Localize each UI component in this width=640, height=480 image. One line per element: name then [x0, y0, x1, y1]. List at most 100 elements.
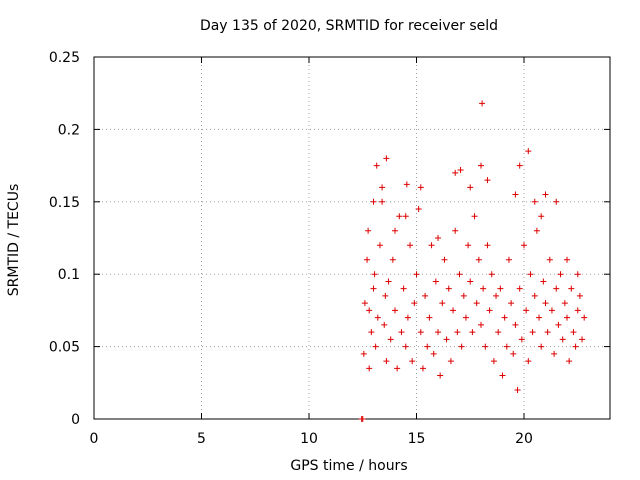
x-tick-label: 5	[197, 431, 206, 447]
data-point	[370, 285, 377, 292]
data-point	[467, 184, 474, 191]
data-point	[574, 271, 581, 278]
data-point	[411, 300, 418, 307]
data-point	[536, 314, 543, 321]
grid	[94, 57, 610, 419]
data-point	[505, 256, 512, 263]
data-point	[493, 292, 500, 299]
data-point	[379, 198, 386, 205]
chart-title: Day 135 of 2020, SRMTID for receiver sel…	[200, 18, 498, 34]
data-point	[424, 343, 431, 350]
y-axis-tick-labels: 0 0.05 0.1 0.15 0.2 0.25	[49, 50, 80, 428]
data-point	[484, 177, 491, 184]
data-point	[531, 292, 538, 299]
data-point	[457, 166, 464, 173]
data-point	[512, 191, 519, 198]
data-point	[432, 278, 439, 285]
data-point	[471, 213, 478, 220]
data-point	[417, 184, 424, 191]
data-point	[389, 256, 396, 263]
x-tick-label: 20	[515, 431, 533, 447]
data-point	[465, 242, 472, 249]
data-point	[365, 227, 372, 234]
data-point	[521, 242, 527, 249]
data-point	[525, 148, 532, 155]
data-point	[564, 256, 570, 263]
data-point	[533, 227, 540, 234]
data-point	[392, 227, 398, 234]
data-point	[482, 343, 489, 350]
data-point	[439, 300, 446, 307]
y-tick-label: 0	[71, 412, 80, 428]
data-point	[484, 242, 491, 249]
data-point	[402, 213, 409, 220]
data-point	[566, 358, 573, 365]
y-tick-label: 0.2	[58, 122, 80, 138]
data-point	[497, 285, 504, 292]
data-point	[572, 343, 579, 350]
y-tick-label: 0.15	[49, 195, 80, 211]
data-point	[475, 256, 482, 263]
data-point	[516, 162, 523, 169]
data-point	[435, 329, 441, 336]
data-point	[413, 271, 420, 278]
axis-ticks	[93, 56, 610, 420]
data-point	[518, 336, 525, 343]
data-point	[510, 350, 517, 357]
data-point	[469, 329, 476, 336]
y-tick-label: 0.25	[49, 50, 80, 66]
data-point	[576, 292, 583, 299]
data-point	[529, 329, 536, 336]
data-point	[561, 300, 568, 307]
data-point	[426, 314, 433, 321]
data-point	[430, 350, 437, 357]
data-point	[376, 242, 383, 249]
data-point	[553, 285, 560, 292]
data-point	[383, 155, 390, 162]
data-point	[495, 329, 502, 336]
data-point	[551, 350, 558, 357]
data-point	[400, 285, 407, 292]
data-point	[574, 307, 581, 314]
data-point	[437, 372, 444, 379]
data-point	[490, 358, 497, 365]
data-point	[371, 271, 378, 278]
data-point	[382, 292, 389, 299]
data-point	[557, 271, 564, 278]
data-point	[360, 350, 367, 357]
data-point	[568, 285, 575, 292]
data-point	[458, 343, 465, 350]
data-point	[366, 307, 373, 314]
data-point	[450, 307, 457, 314]
data-point	[383, 358, 390, 365]
y-axis-label: SRMTID / TECUs	[6, 184, 22, 297]
data-point	[445, 285, 452, 292]
data-point	[479, 100, 486, 107]
data-point	[381, 321, 388, 328]
data-point	[372, 343, 379, 350]
data-point	[392, 307, 398, 314]
data-point	[486, 307, 493, 314]
data-point	[538, 343, 545, 350]
data-point	[428, 242, 435, 249]
data-point	[396, 213, 403, 220]
data-points	[358, 100, 588, 422]
data-point	[379, 184, 386, 191]
data-point	[514, 387, 521, 394]
data-point	[452, 169, 459, 176]
x-tick-label: 0	[90, 431, 99, 447]
data-point	[538, 213, 545, 220]
data-point	[525, 358, 532, 365]
data-point	[503, 343, 510, 350]
data-point	[447, 358, 454, 365]
data-point	[366, 365, 373, 372]
data-point	[564, 314, 570, 321]
data-point	[531, 198, 538, 205]
data-point	[542, 191, 549, 198]
data-point	[559, 336, 566, 343]
data-point	[407, 242, 414, 249]
data-point	[460, 292, 467, 299]
x-tick-label: 15	[408, 431, 426, 447]
data-point	[516, 285, 523, 292]
